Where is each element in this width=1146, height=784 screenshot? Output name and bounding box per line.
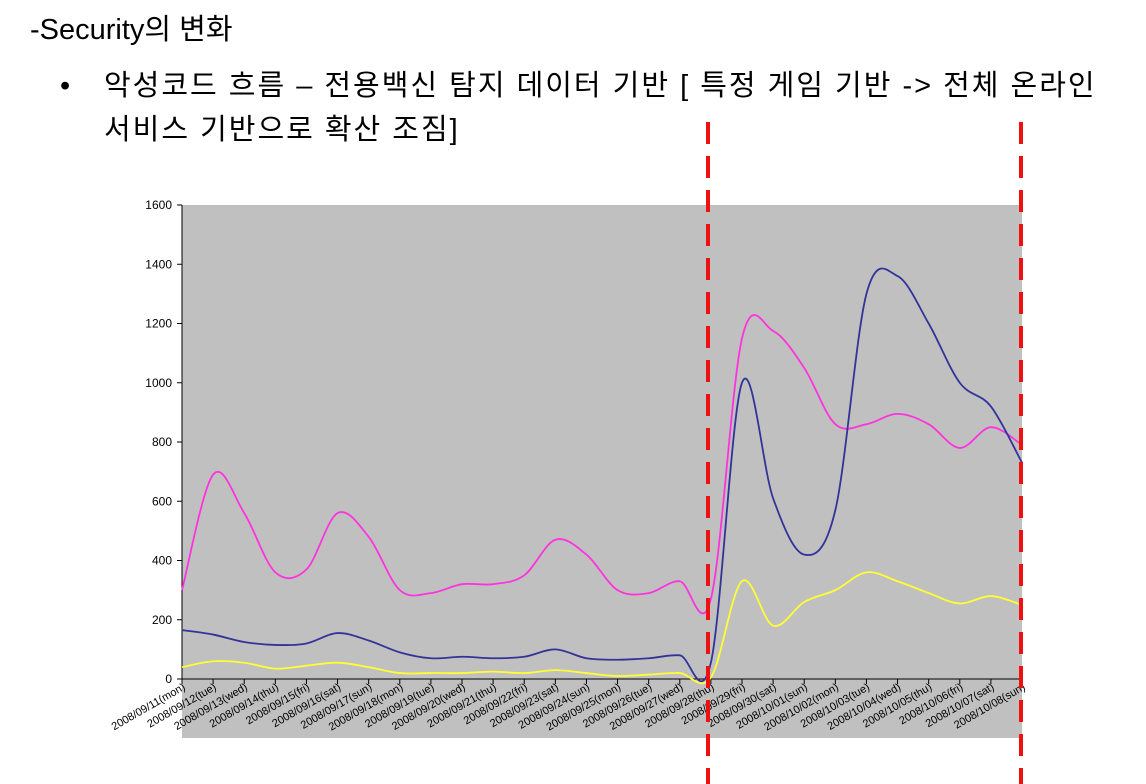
bullet-dot: • bbox=[60, 70, 71, 102]
series-line bbox=[181, 267, 1023, 683]
heading: -Security의 변화 bbox=[30, 14, 233, 46]
y-tick-label: 600 bbox=[152, 494, 172, 508]
bullet-text: 악성코드 흐름 – 전용백신 탐지 데이터 기반 [ 특정 게임 기반 -> 전… bbox=[104, 70, 1097, 146]
y-tick-label: 400 bbox=[152, 554, 172, 568]
y-tick-label: 200 bbox=[152, 613, 172, 627]
y-tick-label: 1000 bbox=[145, 376, 172, 390]
y-tick-label: 1200 bbox=[145, 317, 172, 331]
y-tick-label: 800 bbox=[152, 435, 172, 449]
plot-background bbox=[182, 205, 1022, 738]
bullet: • 악성코드 흐름 – 전용백신 탐지 데이터 기반 [ 특정 게임 기반 -> … bbox=[60, 64, 1120, 152]
series-line bbox=[181, 314, 1023, 615]
y-tick-label: 1600 bbox=[145, 198, 172, 212]
series-line bbox=[181, 571, 1023, 685]
y-tick-label: 1400 bbox=[145, 257, 172, 271]
y-tick-label: 0 bbox=[165, 672, 172, 686]
